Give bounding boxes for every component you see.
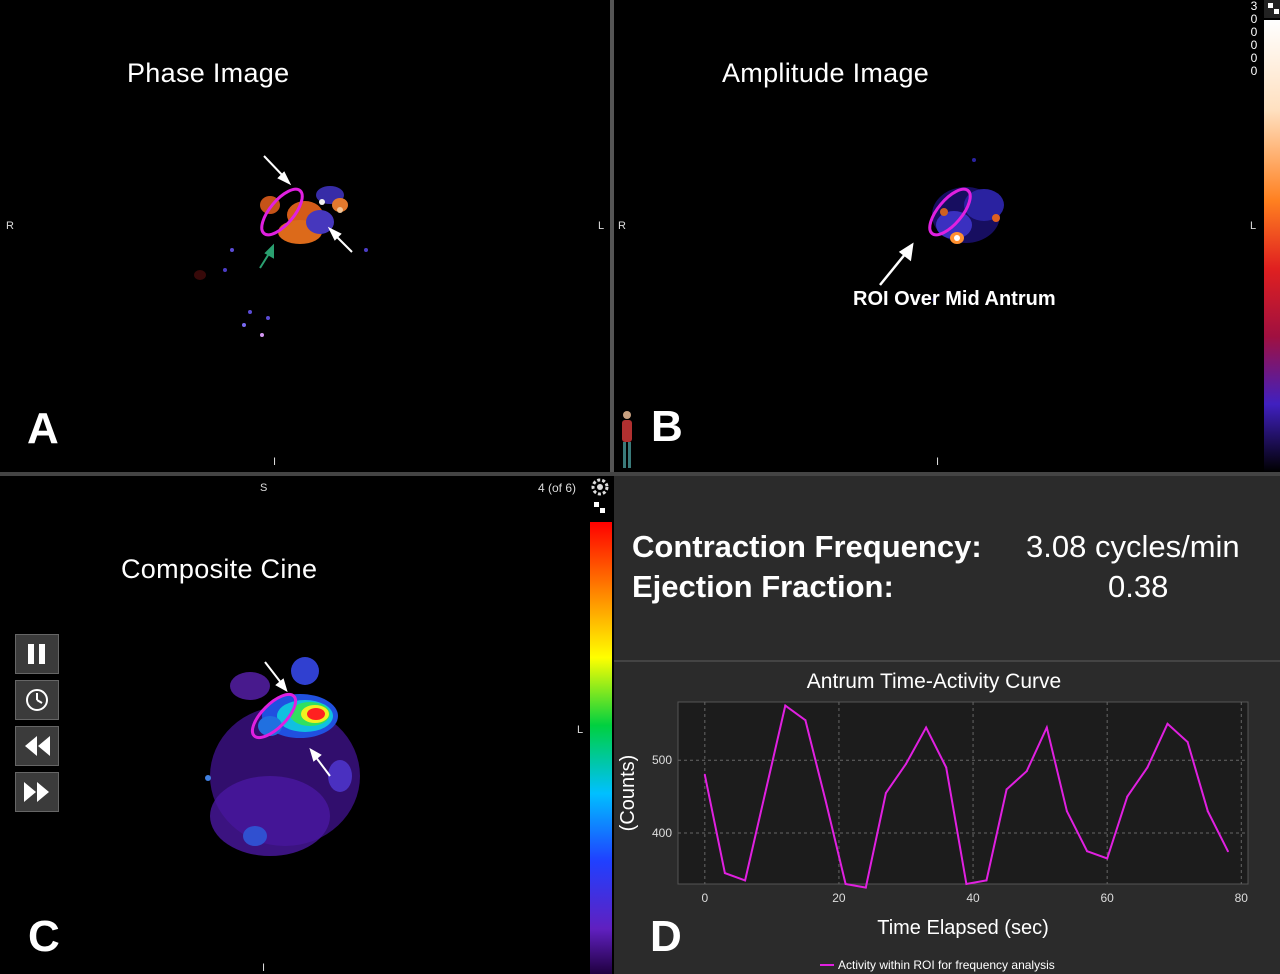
data-point [1206, 810, 1209, 813]
data-point [723, 872, 726, 875]
data-point [784, 704, 787, 707]
data-point [884, 792, 887, 794]
data-point [744, 879, 747, 882]
data-point [925, 726, 928, 729]
cine-colorbar-column [590, 476, 614, 974]
body-orientation-icon [622, 411, 632, 468]
data-point [1005, 788, 1008, 791]
amplitude-image-scan [622, 0, 1280, 472]
data-point [844, 883, 847, 885]
series-points [703, 704, 1229, 889]
orientation-label-right: L [577, 724, 584, 736]
phase-image-panel: Phase Image R L I A [0, 0, 610, 472]
data-point [1045, 726, 1048, 729]
contraction-frequency-value: 3.08 cycles/min [1026, 529, 1240, 564]
panel-letter: A [27, 404, 59, 453]
legend: Activity within ROI for frequency analys… [820, 958, 1055, 972]
rewind-button[interactable] [15, 726, 59, 766]
orientation-label-bottom: I [262, 962, 266, 974]
orientation-label-left: R [6, 220, 14, 232]
data-point [1186, 741, 1189, 744]
pause-icon [28, 644, 45, 664]
data-point [1086, 850, 1089, 853]
panel-letter: C [28, 912, 60, 961]
ejection-fraction-value: 0.38 [1108, 569, 1169, 604]
time-activity-chart: Antrum Time-Activity Curve 0 20 40 60 80 400… [614, 662, 1280, 974]
data-point [905, 762, 907, 765]
roi-outline [250, 692, 298, 740]
orientation-label-bottom: I [936, 456, 940, 468]
y-axis-ticks: 400 500 [652, 753, 672, 840]
clock-icon [26, 689, 48, 711]
data-point [1146, 766, 1149, 769]
orientation-label-bottom: I [273, 456, 277, 468]
legend-label: Activity within ROI for frequency analys… [838, 958, 1055, 972]
timer-button[interactable] [15, 680, 59, 720]
x-tick-label: 80 [1235, 891, 1249, 905]
orientation-label-right: L [598, 220, 605, 232]
ejection-fraction-label: Ejection Fraction: [632, 569, 894, 604]
analysis-results-panel: Contraction Frequency: 3.08 cycles/min E… [614, 476, 1280, 974]
roi-outline [260, 187, 304, 237]
rewind-icon [25, 736, 50, 756]
amplitude-image-panel: 3 0 0 0 0 0 Amplitude Image ROI Over Mid… [614, 0, 1280, 472]
orientation-label-top: S [260, 482, 268, 494]
panel-divider [610, 0, 614, 472]
pause-button[interactable] [15, 634, 59, 674]
data-point [804, 719, 807, 722]
y-axis-label: (Counts) [617, 755, 639, 832]
data-point [945, 766, 948, 769]
data-point [985, 879, 988, 882]
colorbar-ticks: 3 0 0 0 0 0 [1250, 0, 1258, 78]
gear-icon[interactable] [591, 478, 609, 496]
colorbar [590, 522, 612, 974]
ejection-fraction-row: Ejection Fraction: [632, 569, 894, 605]
data-point [1126, 795, 1129, 798]
x-tick-label: 40 [966, 891, 980, 905]
contraction-frequency-row: Contraction Frequency: [632, 529, 982, 565]
data-point [1166, 722, 1169, 725]
data-point [1065, 810, 1068, 813]
fast-forward-button[interactable] [15, 772, 59, 812]
contraction-frequency-label: Contraction Frequency: [632, 529, 982, 564]
colorbar [1264, 20, 1280, 472]
x-axis-label: Time Elapsed (sec) [877, 917, 1049, 939]
arrow-icons [264, 661, 331, 777]
chart-title: Antrum Time-Activity Curve [807, 670, 1061, 693]
arrow-icon [879, 242, 914, 286]
arrow-icons [263, 155, 353, 253]
orientation-label-right: L [1250, 220, 1257, 232]
composite-cine-panel: Composite Cine S L I 4 (of 6) C [0, 476, 590, 974]
x-axis-ticks: 0 20 40 60 80 [701, 891, 1248, 905]
roi-outline [928, 187, 972, 237]
data-point [864, 886, 867, 889]
panel-letter: B [651, 402, 683, 451]
x-tick-label: 20 [832, 891, 846, 905]
data-point [1025, 770, 1028, 773]
phase-image-scan [194, 155, 368, 337]
data-point [703, 773, 706, 776]
panel-title: Amplitude Image [722, 58, 930, 88]
roi-annotation: ROI Over Mid Antrum [853, 288, 1056, 310]
panel-divider [0, 472, 1280, 476]
data-point [965, 883, 968, 885]
x-tick-label: 60 [1100, 891, 1114, 905]
data-point [764, 792, 767, 794]
x-tick-label: 0 [701, 891, 708, 905]
panel-title: Composite Cine [121, 554, 318, 584]
panel-title: Phase Image [127, 58, 290, 88]
plot-area [677, 701, 1249, 885]
data-point [824, 799, 827, 802]
y-tick-label: 400 [652, 826, 672, 840]
data-point [1226, 850, 1229, 853]
divider [614, 660, 1280, 662]
y-tick-label: 500 [652, 753, 672, 767]
data-point [1106, 857, 1109, 860]
fast-forward-icon [24, 782, 49, 802]
panel-letter: D [650, 912, 682, 961]
frame-counter: 4 (of 6) [538, 481, 577, 495]
orientation-label-left: R [618, 220, 626, 232]
composite-cine-scan [205, 657, 360, 856]
